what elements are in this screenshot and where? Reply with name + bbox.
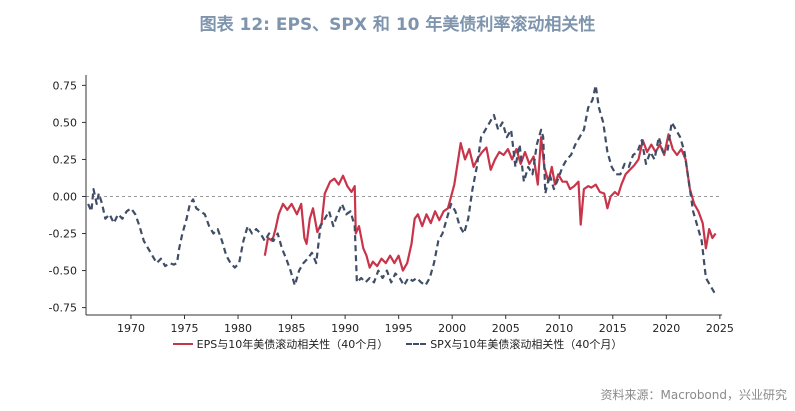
y-tick-label: 0.75 (53, 79, 78, 92)
legend: EPS与10年美债滚动相关性（40个月） SPX与10年美债滚动相关性（40个月… (0, 336, 795, 352)
y-tick-label: 0.25 (53, 153, 78, 166)
chart-title: 图表 12: EPS、SPX 和 10 年美债利率滚动相关性 (199, 15, 596, 35)
y-tick-label: -0.25 (49, 228, 77, 241)
x-axis: 1970 1975 1980 1985 1990 1995 2000 2005 2010 2015… (117, 315, 734, 335)
legend-item-eps: EPS与10年美债滚动相关性（40个月） (172, 336, 389, 352)
x-tick-label: 1980 (224, 322, 252, 335)
legend-swatch-eps (172, 343, 193, 345)
legend-item-spx: SPX与10年美债滚动相关性（40个月） (406, 336, 622, 352)
x-tick-label: 2020 (652, 322, 680, 335)
y-axis: -0.75 -0.50 -0.25 0.00 0.25 0.50 0.75 (49, 79, 86, 315)
series-line-spx (87, 84, 716, 294)
y-tick-label: 0.50 (53, 116, 78, 129)
x-tick-label: 2005 (492, 322, 520, 335)
legend-label-spx: SPX与10年美债滚动相关性（40个月） (430, 338, 623, 351)
legend-swatch-spx (406, 343, 427, 345)
y-tick-label: 0.00 (53, 190, 78, 203)
x-tick-label: 1995 (385, 322, 413, 335)
y-tick-label: -0.75 (49, 302, 77, 315)
source-note: 资料来源：Macrobond，兴业研究 (600, 388, 788, 402)
x-tick-label: 1975 (171, 322, 199, 335)
series-line-eps (263, 133, 717, 272)
legend-label-eps: EPS与10年美债滚动相关性（40个月） (196, 338, 389, 351)
x-tick-label: 2010 (545, 322, 573, 335)
x-tick-label: 2015 (599, 322, 627, 335)
x-tick-label: 1970 (117, 322, 145, 335)
x-tick-label: 1985 (278, 322, 306, 335)
y-tick-label: -0.50 (49, 265, 77, 278)
series-group (87, 84, 717, 294)
x-tick-label: 1990 (331, 322, 359, 335)
x-tick-label: 2000 (438, 322, 466, 335)
x-tick-label: 2025 (706, 322, 734, 335)
